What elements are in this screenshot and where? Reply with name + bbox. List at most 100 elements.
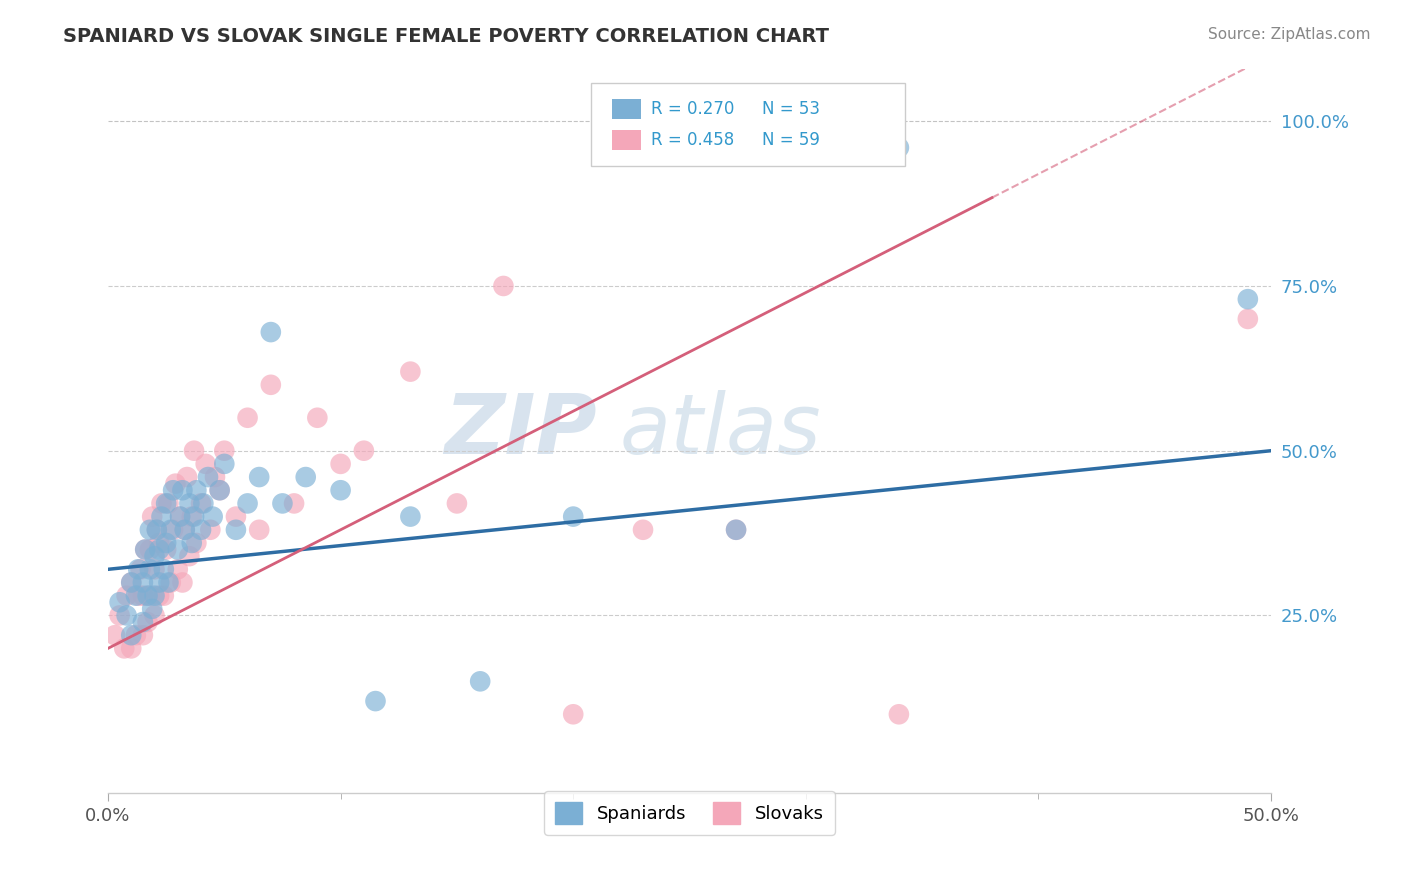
- Point: [173, 523, 195, 537]
- Point: [725, 523, 748, 537]
- Point: [157, 575, 180, 590]
- Point: [214, 457, 236, 471]
- Point: [247, 523, 270, 537]
- Point: [148, 575, 170, 590]
- Point: [155, 536, 177, 550]
- Point: [166, 562, 188, 576]
- Point: [631, 523, 654, 537]
- Point: [283, 496, 305, 510]
- Point: [148, 589, 170, 603]
- Point: [190, 523, 212, 537]
- Point: [134, 542, 156, 557]
- Point: [353, 443, 375, 458]
- Point: [194, 457, 217, 471]
- Point: [162, 483, 184, 498]
- Point: [183, 443, 205, 458]
- Point: [201, 509, 224, 524]
- Point: [132, 589, 155, 603]
- Point: [104, 628, 127, 642]
- Point: [136, 615, 159, 629]
- Point: [159, 523, 181, 537]
- Point: [148, 536, 170, 550]
- Point: [146, 523, 169, 537]
- Point: [120, 575, 142, 590]
- Point: [186, 536, 208, 550]
- Point: [225, 523, 247, 537]
- Point: [153, 589, 176, 603]
- Point: [180, 536, 202, 550]
- Point: [204, 470, 226, 484]
- Point: [190, 496, 212, 510]
- Point: [260, 377, 283, 392]
- Point: [132, 615, 155, 629]
- Point: [127, 562, 149, 576]
- Point: [155, 542, 177, 557]
- Point: [148, 542, 170, 557]
- Text: R = 0.458: R = 0.458: [651, 131, 734, 149]
- Point: [208, 483, 231, 498]
- Point: [169, 509, 191, 524]
- Point: [329, 483, 352, 498]
- Point: [125, 628, 148, 642]
- Point: [562, 707, 585, 722]
- Text: N = 59: N = 59: [762, 131, 820, 149]
- Bar: [612, 130, 641, 151]
- Bar: [612, 99, 641, 120]
- Point: [1237, 292, 1260, 306]
- Point: [153, 562, 176, 576]
- Point: [200, 523, 222, 537]
- Point: [172, 483, 194, 498]
- Text: Source: ZipAtlas.com: Source: ZipAtlas.com: [1208, 27, 1371, 42]
- Point: [208, 483, 231, 498]
- Point: [364, 694, 387, 708]
- Point: [492, 279, 515, 293]
- Point: [179, 549, 201, 563]
- Point: [129, 562, 152, 576]
- Point: [162, 523, 184, 537]
- Legend: Spaniards, Slovaks: Spaniards, Slovaks: [544, 791, 835, 835]
- Point: [214, 443, 236, 458]
- Point: [155, 496, 177, 510]
- Point: [470, 674, 492, 689]
- Point: [725, 523, 748, 537]
- Point: [143, 562, 166, 576]
- Point: [139, 523, 162, 537]
- Point: [165, 476, 187, 491]
- Point: [143, 589, 166, 603]
- Point: [120, 575, 142, 590]
- Point: [294, 470, 316, 484]
- Point: [183, 509, 205, 524]
- Point: [112, 641, 135, 656]
- Point: [193, 496, 215, 510]
- Point: [197, 470, 219, 484]
- Point: [186, 483, 208, 498]
- Point: [139, 562, 162, 576]
- Point: [179, 496, 201, 510]
- Text: SPANIARD VS SLOVAK SINGLE FEMALE POVERTY CORRELATION CHART: SPANIARD VS SLOVAK SINGLE FEMALE POVERTY…: [63, 27, 830, 45]
- Point: [271, 496, 294, 510]
- Point: [134, 542, 156, 557]
- Point: [120, 628, 142, 642]
- Point: [176, 470, 198, 484]
- Point: [115, 608, 138, 623]
- Point: [132, 575, 155, 590]
- Point: [146, 523, 169, 537]
- Point: [108, 608, 131, 623]
- Point: [307, 410, 329, 425]
- Point: [159, 575, 181, 590]
- Point: [150, 496, 173, 510]
- Point: [446, 496, 468, 510]
- Point: [108, 595, 131, 609]
- Text: N = 53: N = 53: [762, 100, 820, 118]
- Point: [887, 707, 910, 722]
- Point: [225, 509, 247, 524]
- Point: [127, 589, 149, 603]
- Point: [236, 410, 259, 425]
- Point: [141, 602, 163, 616]
- Text: ZIP: ZIP: [444, 391, 596, 472]
- Text: atlas: atlas: [620, 391, 821, 472]
- Point: [143, 608, 166, 623]
- Point: [120, 641, 142, 656]
- Point: [399, 365, 422, 379]
- Point: [157, 496, 180, 510]
